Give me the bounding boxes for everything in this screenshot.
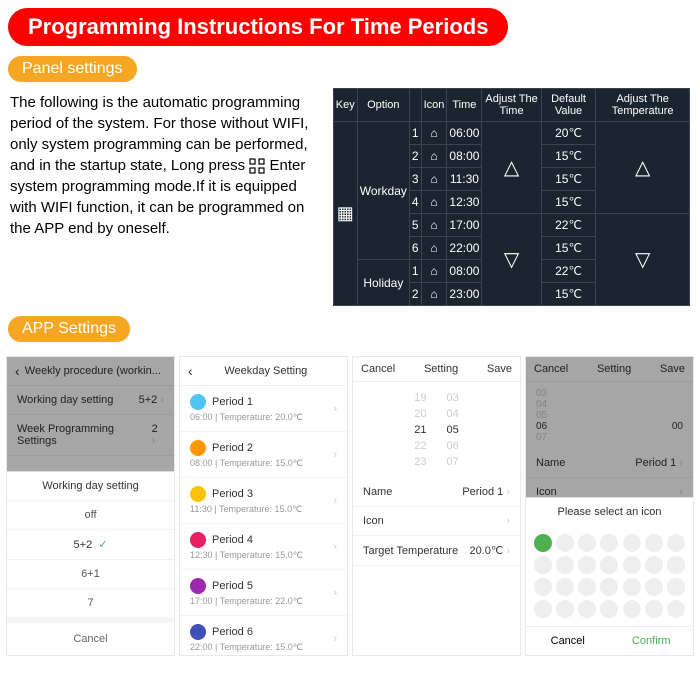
icon-option[interactable] bbox=[556, 600, 574, 618]
icon-select-sheet: Please select an icon CancelConfirm bbox=[526, 497, 693, 655]
phone-screen-4: CancelSettingSave 03 04 05 0600 07 NameP… bbox=[525, 356, 694, 656]
period-row[interactable]: Period 208:00 | Temperature: 15.0℃› bbox=[180, 432, 347, 478]
phone-screen-2: ‹Weekday Setting Period 106:00 | Tempera… bbox=[179, 356, 348, 656]
back-icon[interactable]: ‹ bbox=[15, 363, 20, 379]
period-row[interactable]: Period 106:00 | Temperature: 20.0℃› bbox=[180, 386, 347, 432]
period-row[interactable]: Period 412:30 | Temperature: 15.0℃› bbox=[180, 524, 347, 570]
panel-settings-label: Panel settings bbox=[8, 56, 137, 82]
icon-option[interactable] bbox=[534, 578, 552, 596]
save-link[interactable]: Save bbox=[660, 363, 685, 375]
icon-option[interactable] bbox=[556, 534, 574, 552]
app-settings-label: APP Settings bbox=[8, 316, 130, 342]
temp-down-arrow[interactable]: ▽ bbox=[596, 214, 690, 306]
opt-5-2[interactable]: 5+2✓ bbox=[7, 529, 174, 559]
icon-option[interactable] bbox=[534, 556, 552, 574]
icon-option[interactable] bbox=[578, 578, 596, 596]
cancel-link[interactable]: Cancel bbox=[534, 363, 568, 375]
icon-option[interactable] bbox=[578, 556, 596, 574]
key-icon: ▦ bbox=[333, 122, 357, 306]
icon-option[interactable] bbox=[578, 600, 596, 618]
programming-table: KeyOptionIconTimeAdjust The TimeDefault … bbox=[333, 88, 690, 306]
icon-option[interactable] bbox=[600, 556, 618, 574]
temp-row[interactable]: Target Temperature20.0℃ › bbox=[353, 536, 520, 566]
cancel-button[interactable]: Cancel bbox=[7, 617, 174, 655]
icon-option[interactable] bbox=[667, 600, 685, 618]
icon-option[interactable] bbox=[534, 534, 552, 552]
icon-option[interactable] bbox=[600, 578, 618, 596]
opt-off[interactable]: off bbox=[7, 500, 174, 529]
grid-key-icon bbox=[249, 158, 265, 174]
icon-option[interactable] bbox=[667, 578, 685, 596]
week-programming-row[interactable]: Week Programming Settings2 › bbox=[7, 415, 174, 456]
icon-option[interactable] bbox=[600, 534, 618, 552]
icon-option[interactable] bbox=[623, 600, 641, 618]
icon-option[interactable] bbox=[600, 600, 618, 618]
icon-option[interactable] bbox=[578, 534, 596, 552]
temp-up-arrow[interactable]: △ bbox=[596, 122, 690, 214]
icon-option[interactable] bbox=[623, 534, 641, 552]
name-row[interactable]: NamePeriod 1 › bbox=[353, 478, 520, 507]
working-day-row[interactable]: Working day setting5+2 › bbox=[7, 386, 174, 415]
icon-option[interactable] bbox=[556, 556, 574, 574]
confirm-button[interactable]: Confirm bbox=[610, 627, 694, 655]
icon-option[interactable] bbox=[645, 600, 663, 618]
icon-option[interactable] bbox=[645, 534, 663, 552]
cancel-button[interactable]: Cancel bbox=[526, 627, 610, 655]
opt-6-1[interactable]: 6+1 bbox=[7, 559, 174, 588]
period-row[interactable]: Period 622:00 | Temperature: 15.0℃› bbox=[180, 616, 347, 656]
cancel-link[interactable]: Cancel bbox=[361, 363, 395, 375]
icon-option[interactable] bbox=[645, 578, 663, 596]
working-day-sheet: Working day setting off 5+2✓ 6+1 7 Cance… bbox=[7, 471, 174, 655]
period-row[interactable]: Period 311:30 | Temperature: 15.0℃› bbox=[180, 478, 347, 524]
period-row[interactable]: Period 517:00 | Temperature: 22.0℃› bbox=[180, 570, 347, 616]
icon-option[interactable] bbox=[623, 556, 641, 574]
icon-option[interactable] bbox=[623, 578, 641, 596]
time-down-arrow[interactable]: ▽ bbox=[482, 214, 541, 306]
time-picker[interactable]: 1920212223 0304050607 bbox=[353, 382, 520, 478]
phone-screen-3: CancelSettingSave 1920212223 0304050607 … bbox=[352, 356, 521, 656]
back-icon[interactable]: ‹ bbox=[188, 363, 193, 379]
opt-7[interactable]: 7 bbox=[7, 588, 174, 617]
phone-screen-1: ‹Weekly procedure (workin... Working day… bbox=[6, 356, 175, 656]
icon-row[interactable]: Icon› bbox=[353, 507, 520, 536]
main-title: Programming Instructions For Time Period… bbox=[8, 8, 508, 46]
time-up-arrow[interactable]: △ bbox=[482, 122, 541, 214]
icon-option[interactable] bbox=[534, 600, 552, 618]
icon-option[interactable] bbox=[645, 556, 663, 574]
icon-option[interactable] bbox=[556, 578, 574, 596]
icon-option[interactable] bbox=[667, 534, 685, 552]
icon-option[interactable] bbox=[667, 556, 685, 574]
save-link[interactable]: Save bbox=[487, 363, 512, 375]
description-text: The following is the automatic programmi… bbox=[10, 88, 323, 306]
icon-grid[interactable] bbox=[526, 526, 693, 626]
